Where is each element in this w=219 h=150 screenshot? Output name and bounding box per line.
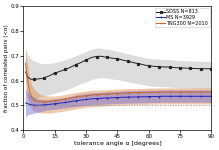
SDSS N=813 [183, 67, 185, 69]
Line: MS N=3929: MS N=3929 [24, 95, 213, 107]
TNG300 N=2010 [39, 101, 41, 103]
MS N=3929 [206, 95, 208, 97]
TNG300 N=2010 [51, 100, 54, 102]
MS N=3929 [187, 95, 190, 97]
SDSS N=813 [187, 67, 190, 69]
TNG300 N=2010 [181, 91, 184, 93]
SDSS N=813 [97, 55, 100, 57]
TNG300 N=2010 [210, 91, 213, 93]
SDSS N=813 [210, 68, 213, 70]
SDSS N=813 [30, 78, 33, 80]
TNG300 N=2010 [83, 95, 85, 97]
MS N=3929 [83, 99, 85, 101]
SDSS N=813 [51, 73, 54, 75]
SDSS N=813 [206, 68, 208, 70]
MS N=3929 [156, 96, 158, 97]
MS N=3929 [183, 95, 185, 97]
Line: SDSS N=813: SDSS N=813 [25, 55, 212, 80]
SDSS N=813 [158, 66, 161, 68]
Line: TNG300 N=2010: TNG300 N=2010 [24, 62, 213, 103]
TNG300 N=2010 [185, 91, 188, 93]
MS N=3929 [51, 103, 54, 105]
SDSS N=813 [24, 71, 27, 73]
MS N=3929 [210, 95, 213, 97]
TNG300 N=2010 [24, 62, 27, 64]
TNG300 N=2010 [156, 91, 158, 93]
SDSS N=813 [83, 60, 85, 62]
MS N=3929 [24, 102, 27, 104]
MS N=3929 [33, 104, 35, 106]
Legend: SDSS N=813, MS N=3929, TNG300 N=2010: SDSS N=813, MS N=3929, TNG300 N=2010 [155, 8, 210, 27]
MS N=3929 [160, 95, 162, 97]
TNG300 N=2010 [204, 91, 206, 93]
X-axis label: tolerance angle α [degrees]: tolerance angle α [degrees] [74, 141, 161, 146]
Y-axis label: fraction of correlated pairs (<α): fraction of correlated pairs (<α) [4, 24, 9, 112]
